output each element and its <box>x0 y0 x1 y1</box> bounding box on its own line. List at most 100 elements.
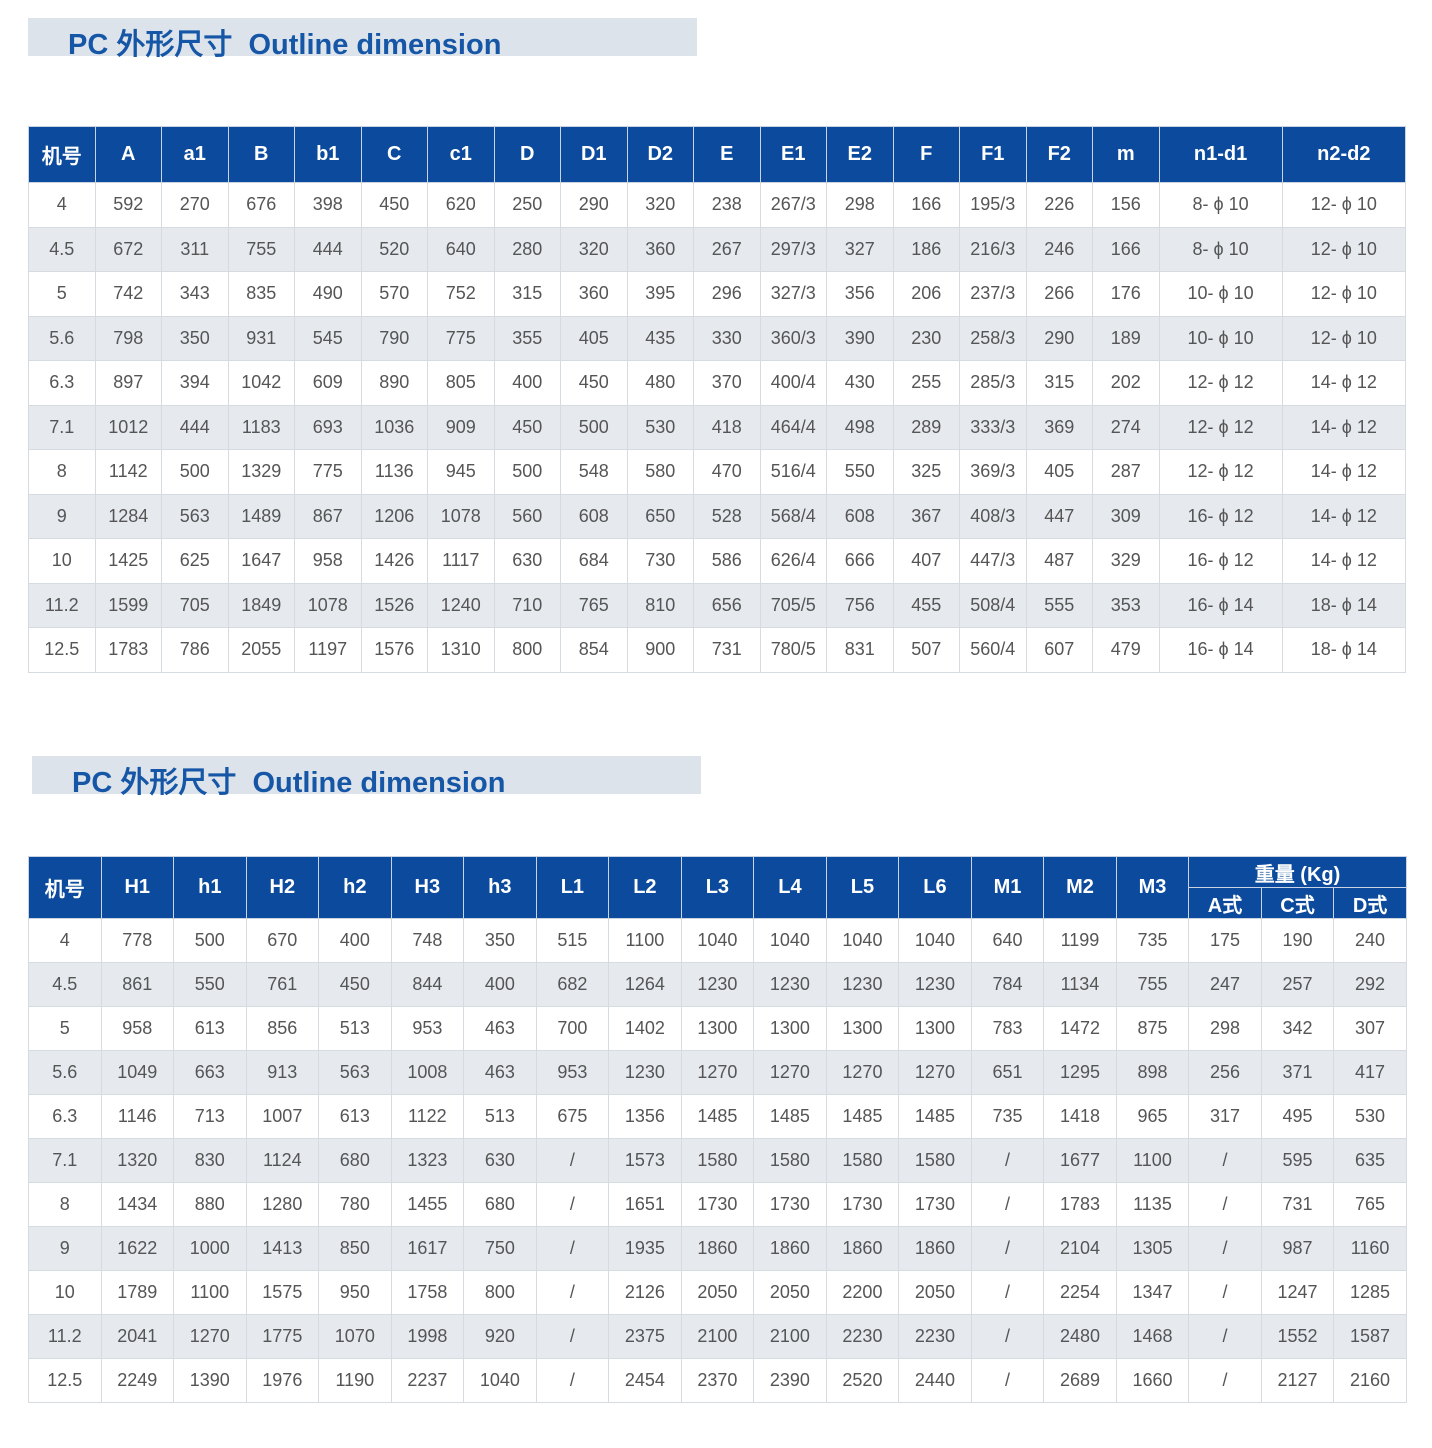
table-cell: 1049 <box>100 1050 175 1095</box>
column-header: F1 <box>959 126 1027 183</box>
table-cell: 490 <box>294 271 362 317</box>
table-cell: 500 <box>161 449 229 495</box>
table-cell: 965 <box>1115 1094 1190 1139</box>
table-cell: 327/3 <box>759 271 827 317</box>
table-cell: 1402 <box>608 1006 682 1051</box>
table-cell: 1136 <box>360 449 428 495</box>
table-cell: 369 <box>1025 404 1093 450</box>
table-cell: 1206 <box>360 493 428 539</box>
column-header: A <box>94 126 162 183</box>
table-cell: 395 <box>626 271 694 317</box>
table-cell: 16- ϕ 12 <box>1158 493 1283 539</box>
table-cell: 309 <box>1092 493 1160 539</box>
table-cell: 861 <box>100 962 175 1007</box>
table-cell: 765 <box>1333 1182 1407 1227</box>
table-cell: 246 <box>1025 226 1093 272</box>
table-cell: 765 <box>560 582 628 628</box>
table-cell: 495 <box>1260 1094 1335 1139</box>
table-cell: 555 <box>1025 582 1093 628</box>
column-header: c1 <box>427 126 495 183</box>
table-cell: 1270 <box>753 1050 827 1095</box>
table-cell: / <box>1188 1358 1262 1403</box>
table-cell: 296 <box>693 271 761 317</box>
table-cell: 508/4 <box>959 582 1027 628</box>
table-cell: 1677 <box>1043 1138 1117 1183</box>
column-header: D1 <box>560 126 628 183</box>
section1-title: PC 外形尺寸 Outline dimension <box>68 29 502 61</box>
table-cell: 1040 <box>753 918 827 963</box>
table-cell: 798 <box>94 315 162 361</box>
weight-column-header: C式 <box>1260 887 1335 919</box>
table-cell: 2370 <box>680 1358 755 1403</box>
table-row: 5.6 1049 663 913 563 1008 463 953 1230 1270 1270 12… <box>28 1050 1407 1095</box>
table-cell: 12.5 <box>28 1358 102 1403</box>
table-cell: 470 <box>693 449 761 495</box>
table-cell: 1468 <box>1115 1314 1190 1359</box>
table-cell: 2480 <box>1043 1314 1117 1359</box>
table-cell: 342 <box>1260 1006 1335 1051</box>
table-cell: / <box>970 1226 1045 1271</box>
table-cell: 1300 <box>680 1006 755 1051</box>
weight-column-header: D式 <box>1333 887 1407 919</box>
table-cell: 405 <box>1025 449 1093 495</box>
column-header: h1 <box>173 856 247 919</box>
column-header: E1 <box>759 126 827 183</box>
table-cell: / <box>1188 1182 1262 1227</box>
table-cell: 1230 <box>680 962 755 1007</box>
table-cell: 635 <box>1333 1138 1407 1183</box>
table-cell: 520 <box>360 226 428 272</box>
table-cell: 390 <box>826 315 894 361</box>
table-cell: 1651 <box>608 1182 682 1227</box>
table-cell: 175 <box>1188 918 1262 963</box>
table-cell: 2050 <box>753 1270 827 1315</box>
table-cell: 1789 <box>100 1270 175 1315</box>
table-cell: 398 <box>294 182 362 228</box>
table-cell: / <box>1188 1314 1262 1359</box>
table-cell: 1622 <box>100 1226 175 1271</box>
table-cell: 16- ϕ 14 <box>1158 582 1283 628</box>
table-cell: 1036 <box>360 404 428 450</box>
table-cell: 854 <box>560 627 628 673</box>
table-cell: 444 <box>294 226 362 272</box>
table-cell: 735 <box>970 1094 1045 1139</box>
table-cell: 586 <box>693 538 761 584</box>
table-cell: 2126 <box>608 1270 682 1315</box>
table-cell: 1730 <box>825 1182 900 1227</box>
table-cell: 5 <box>28 1006 102 1051</box>
table-cell: 1573 <box>608 1138 682 1183</box>
table-cell: 166 <box>1092 226 1160 272</box>
table-cell: 430 <box>826 360 894 406</box>
table-cell: 370 <box>693 360 761 406</box>
table-cell: / <box>970 1182 1045 1227</box>
table-cell: / <box>970 1314 1045 1359</box>
column-header: a1 <box>161 126 229 183</box>
table-cell: 14- ϕ 12 <box>1281 538 1407 584</box>
table-cell: 2520 <box>825 1358 900 1403</box>
table-cell: 14- ϕ 12 <box>1281 360 1407 406</box>
column-header: M3 <box>1115 856 1190 919</box>
table-cell: 613 <box>173 1006 247 1051</box>
table-cell: 2454 <box>608 1358 682 1403</box>
table-cell: 202 <box>1092 360 1160 406</box>
table-cell: 1295 <box>1043 1050 1117 1095</box>
table-cell: 640 <box>427 226 495 272</box>
table-cell: 2254 <box>1043 1270 1117 1315</box>
table-cell: 298 <box>826 182 894 228</box>
table-cell: / <box>970 1270 1045 1315</box>
table-cell: 463 <box>463 1050 537 1095</box>
table-cell: 920 <box>463 1314 537 1359</box>
table-cell: 1000 <box>173 1226 247 1271</box>
table-cell: 630 <box>463 1138 537 1183</box>
table-cell: 560/4 <box>959 627 1027 673</box>
table-cell: 400 <box>463 962 537 1007</box>
column-header: m <box>1092 126 1160 183</box>
table-row: 9 1622 1000 1413 850 1617 750/1935 1860 1860 1860… <box>28 1226 1407 1271</box>
table-cell: 355 <box>493 315 561 361</box>
table-cell: 550 <box>826 449 894 495</box>
table-cell: 4.5 <box>28 226 96 272</box>
table-cell: 1247 <box>1260 1270 1335 1315</box>
table-cell: 9 <box>28 1226 102 1271</box>
table-cell: 315 <box>1025 360 1093 406</box>
